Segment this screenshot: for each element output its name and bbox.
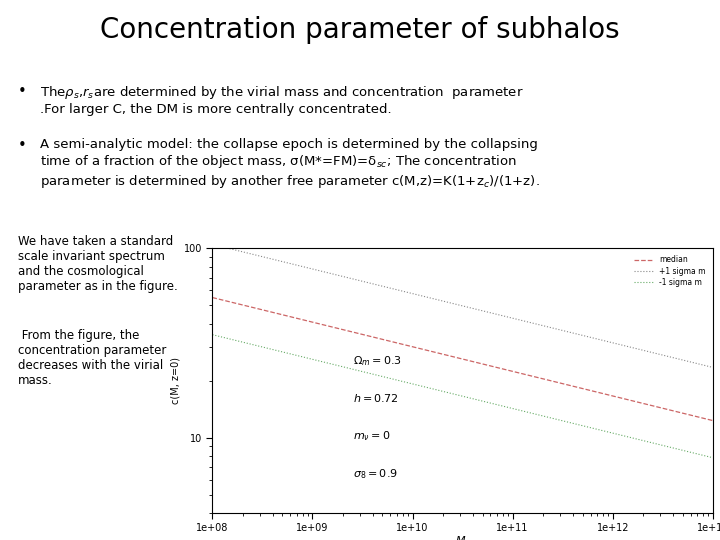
- +1 sigma m: [708, 364, 717, 370]
- +1 sigma m: [662, 353, 670, 359]
- median: [506, 368, 515, 374]
- +1 sigma m: [630, 345, 639, 352]
- Line: +1 sigma m: +1 sigma m: [212, 245, 713, 367]
- -1 sigma m: [506, 404, 515, 411]
- median: [708, 417, 717, 424]
- Text: •: •: [18, 138, 27, 153]
- Text: $\Omega_m = 0.3$

$h = 0.72$

$m_\nu = 0$

$\sigma_8=0.9$: $\Omega_m = 0.3$ $h = 0.72$ $m_\nu = 0$ …: [353, 354, 402, 481]
- Text: •: •: [18, 84, 27, 99]
- median: [210, 295, 218, 301]
- -1 sigma m: [210, 332, 218, 339]
- Line: median: median: [212, 298, 713, 421]
- +1 sigma m: [504, 314, 513, 320]
- median: [630, 398, 639, 404]
- Legend: median, +1 sigma m, -1 sigma m: median, +1 sigma m, -1 sigma m: [631, 252, 709, 290]
- -1 sigma m: [662, 443, 670, 449]
- Text: We have taken a standard
scale invariant spectrum
and the cosmological
parameter: We have taken a standard scale invariant…: [18, 235, 178, 293]
- median: [504, 367, 513, 374]
- +1 sigma m: [506, 314, 515, 321]
- -1 sigma m: [208, 332, 217, 338]
- Line: -1 sigma m: -1 sigma m: [212, 335, 713, 458]
- +1 sigma m: [208, 241, 217, 248]
- Text: A semi-analytic model: the collapse epoch is determined by the collapsing
time o: A semi-analytic model: the collapse epoc…: [40, 138, 539, 190]
- median: [514, 369, 523, 376]
- -1 sigma m: [514, 407, 523, 413]
- -1 sigma m: [630, 435, 639, 442]
- Text: The$\rho_s$,$r_s$are determined by the virial mass and concentration  parameter
: The$\rho_s$,$r_s$are determined by the v…: [40, 84, 523, 116]
- Text: From the figure, the
concentration parameter
decreases with the virial
mass.: From the figure, the concentration param…: [18, 329, 166, 387]
- -1 sigma m: [708, 455, 717, 461]
- Y-axis label: c(M, z=0): c(M, z=0): [171, 357, 181, 404]
- Text: Concentration parameter of subhalos: Concentration parameter of subhalos: [100, 16, 620, 44]
- +1 sigma m: [210, 241, 218, 248]
- -1 sigma m: [504, 404, 513, 411]
- median: [208, 294, 217, 301]
- median: [662, 406, 670, 413]
- X-axis label: Mᵥ: Mᵥ: [456, 536, 469, 540]
- +1 sigma m: [514, 316, 523, 323]
